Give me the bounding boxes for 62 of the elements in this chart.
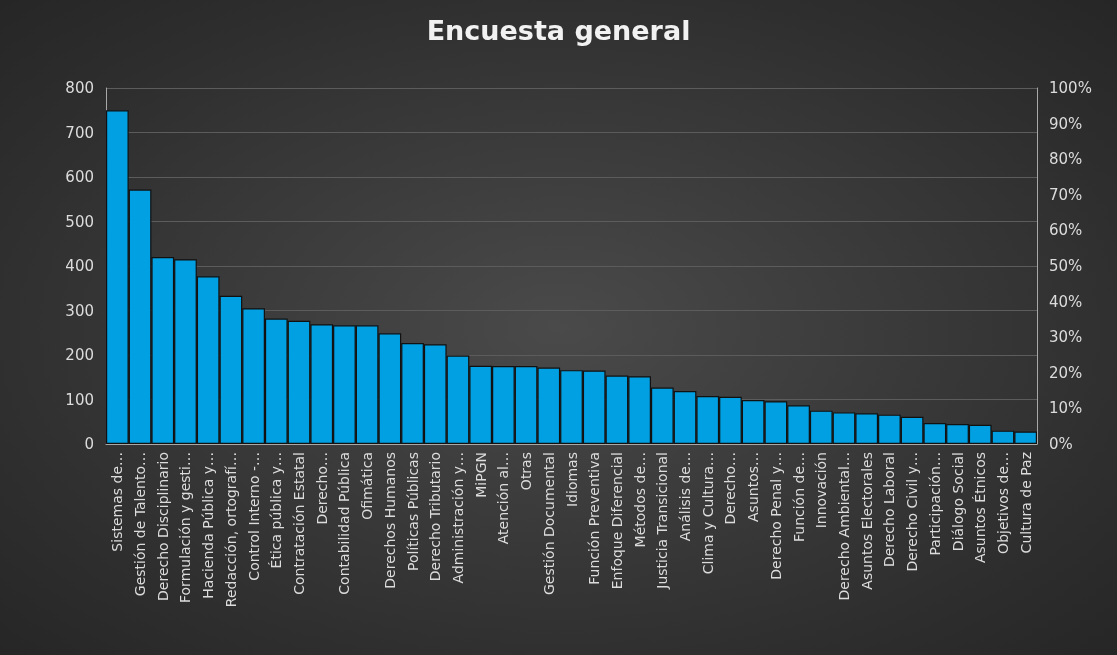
y-tick-label: 400 xyxy=(65,257,94,275)
x-tick-label: Derecho Ambiental… xyxy=(835,452,852,601)
y2-tick-label: 50% xyxy=(1049,257,1083,275)
chart-title: Encuesta general xyxy=(426,15,691,46)
x-tick-label: Justicia Transicional xyxy=(654,452,671,590)
x-tick-label: Derecho Disciplinario xyxy=(154,452,171,601)
y2-tick-label: 30% xyxy=(1049,328,1083,347)
y2-tick-label: 60% xyxy=(1049,221,1083,240)
x-tick-label: Función Preventiva xyxy=(586,452,603,585)
x-tick-label: Enfoque Diferencial xyxy=(608,452,625,590)
x-tick-label: Ofimática xyxy=(359,452,376,520)
y-tick-label: 700 xyxy=(65,123,94,142)
y-tick-label: 500 xyxy=(65,212,94,231)
y2-tick-label: 20% xyxy=(1049,363,1083,382)
x-tick-label: Innovación xyxy=(813,452,830,529)
x-tick-label: Políticas Públicas xyxy=(404,452,421,571)
y2-tick-label: 40% xyxy=(1049,292,1083,311)
x-tick-label: Gestión de Talento… xyxy=(132,452,149,597)
y-tick-label: 300 xyxy=(65,301,94,320)
x-tick-label: Derechos Humanos xyxy=(381,452,398,589)
x-tick-label: Ética pública y… xyxy=(268,452,285,569)
x-tick-label: Sistemas de… xyxy=(109,452,126,552)
x-tick-label: MiPGN xyxy=(472,452,489,498)
x-tick-label: Cultura de Paz xyxy=(1017,452,1034,554)
y-tick-label: 600 xyxy=(65,168,94,186)
x-tick-label: Asuntos… xyxy=(745,452,762,522)
x-tick-label: Derecho Laboral xyxy=(881,452,898,568)
x-tick-label: Gestión Documental xyxy=(540,452,557,596)
y2-tick-label: 80% xyxy=(1049,150,1083,169)
y-tick-label: 800 xyxy=(65,79,94,97)
x-tick-label: Asuntos Étnicos xyxy=(972,452,989,564)
x-tick-label: Formulación y gesti… xyxy=(177,452,194,603)
y2-tick-label: 70% xyxy=(1049,185,1083,204)
x-tick-label: Derecho… xyxy=(722,452,739,525)
x-tick-label: Control Interno -… xyxy=(245,452,262,581)
y-tick-label: 0 xyxy=(84,435,94,453)
x-tick-label: Administración y… xyxy=(449,452,466,584)
x-tick-label: Objetivos de… xyxy=(994,452,1011,554)
x-tick-label: Otras xyxy=(518,452,535,491)
y2-tick-label: 0% xyxy=(1049,435,1073,453)
x-tick-label: Participación… xyxy=(926,452,943,556)
x-tick-label: Diálogo Social xyxy=(949,452,966,552)
y-tick-label: 100 xyxy=(65,390,94,409)
x-tick-label: Asuntos Electorales xyxy=(858,452,875,590)
x-tick-label: Análisis de… xyxy=(677,452,694,542)
x-tick-label: Atención al… xyxy=(495,452,512,545)
x-tick-label: Idiomas xyxy=(563,452,580,507)
x-tick-label: Derecho Penal y… xyxy=(767,452,784,580)
y-tick-label: 200 xyxy=(65,346,94,364)
x-tick-label: Hacienda Pública y… xyxy=(200,452,217,599)
x-tick-label: Derecho Civil y… xyxy=(904,452,921,572)
x-tick-label: Derecho Tributario xyxy=(427,452,444,582)
x-tick-label: Métodos de… xyxy=(631,452,648,548)
x-tick-label: Derecho… xyxy=(313,452,330,525)
x-tick-label: Redacción, ortografí… xyxy=(222,452,239,608)
y2-tick-label: 10% xyxy=(1049,399,1083,418)
y2-tick-label: 100% xyxy=(1049,79,1092,97)
x-tick-label: Contabilidad Pública xyxy=(336,452,353,595)
x-tick-label: Contratación Estatal xyxy=(291,452,308,595)
x-tick-label: Clima y Cultura… xyxy=(699,452,716,575)
x-tick-label: Función de… xyxy=(790,452,807,543)
y2-tick-label: 90% xyxy=(1049,114,1083,133)
